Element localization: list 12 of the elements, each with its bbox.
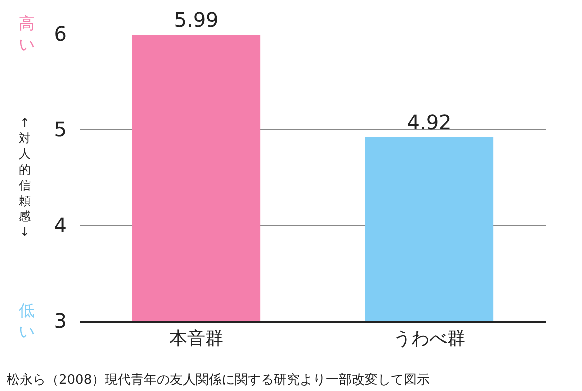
text: 低い <box>19 301 35 341</box>
text: 松永ら（2008）現代青年の友人関係に関する研究より一部改変して図示 <box>7 372 430 388</box>
x-tick-label: うわべ群 <box>394 328 466 350</box>
y-axis-title: ↑対人的信頼感↓ <box>19 116 31 240</box>
data-label: 4.92 <box>407 110 452 134</box>
x-tick-label: 本音群 <box>170 328 224 350</box>
y-tick-label: 3 <box>54 309 67 333</box>
y-tick-label: 5 <box>54 118 67 142</box>
y-tick-label: 4 <box>54 213 67 238</box>
data-label: 5.99 <box>174 8 219 32</box>
y-tick-label: 6 <box>54 22 67 46</box>
text: 高い <box>19 14 35 54</box>
